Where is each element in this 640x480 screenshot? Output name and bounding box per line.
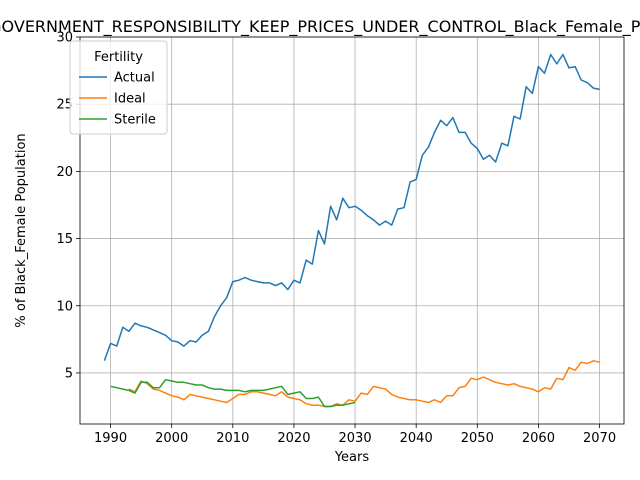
series-line-ideal: [128, 360, 600, 408]
y-tick-label: 20: [56, 165, 73, 180]
grid: [80, 36, 624, 424]
y-tick-label: 25: [56, 98, 73, 113]
legend-label-sterile: Sterile: [114, 113, 156, 128]
plot-frame: [79, 36, 625, 425]
legend-label-ideal: Ideal: [114, 92, 146, 107]
x-tick-label: 2030: [339, 431, 372, 446]
y-tick-label: 10: [56, 299, 73, 314]
series-line-actual: [103, 53, 600, 362]
legend-title: Fertility: [94, 50, 143, 65]
legend-box: [69, 40, 168, 135]
x-tick-label: 2050: [461, 431, 494, 446]
series-line-sterile: [110, 378, 356, 408]
legend-entries: Actual Ideal Sterile: [79, 71, 156, 128]
x-tick-label: 2010: [216, 431, 249, 446]
x-tick-label: 2020: [277, 431, 310, 446]
x-tick-label: 2060: [522, 431, 555, 446]
y-axis-label: % of Black_Female Population: [14, 133, 29, 327]
x-tick-label: 2000: [155, 431, 188, 446]
x-axis-ticks: 1990 2000 2010 2020 2030 2040 2050 2060 2070: [94, 424, 616, 446]
y-axis-ticks: 5 10 15 20 25 30: [56, 31, 80, 381]
x-tick-label: 2070: [583, 431, 616, 446]
legend: Fertility Actual Ideal Sterile: [69, 40, 168, 135]
x-tick-label: 2040: [400, 431, 433, 446]
y-tick-label: 30: [56, 31, 73, 46]
legend-label-actual: Actual: [114, 71, 155, 86]
x-axis-label: Years: [334, 450, 370, 465]
y-tick-label: 15: [56, 232, 73, 247]
chart-title: GOVERNMENT_RESPONSIBILITY_KEEP_PRICES_UN…: [0, 17, 640, 37]
y-tick-label: 5: [65, 366, 73, 381]
x-tick-label: 1990: [94, 431, 127, 446]
series-lines: [103, 53, 600, 408]
